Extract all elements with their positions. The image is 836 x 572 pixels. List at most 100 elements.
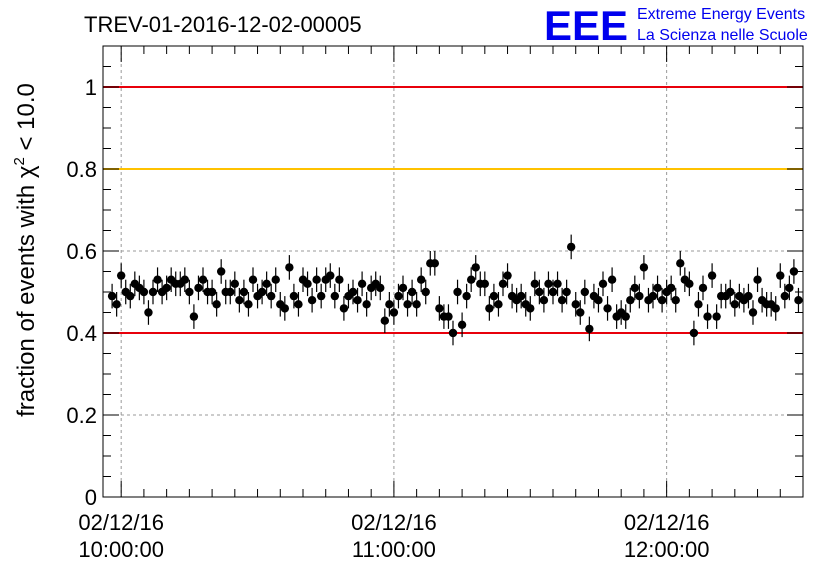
data-marker bbox=[566, 242, 576, 252]
data-marker bbox=[462, 291, 471, 301]
data-marker bbox=[180, 275, 190, 284]
data-marker bbox=[244, 300, 253, 309]
x-ticks: 02/12/1610:00:0002/12/1611:00:0002/12/16… bbox=[78, 46, 804, 562]
data-point bbox=[453, 279, 462, 305]
data-marker bbox=[785, 283, 794, 293]
data-marker bbox=[326, 271, 335, 280]
data-marker bbox=[448, 328, 458, 338]
data-point bbox=[262, 271, 271, 297]
data-marker bbox=[539, 296, 549, 305]
data-marker bbox=[594, 296, 603, 305]
data-point bbox=[753, 267, 762, 292]
data-point bbox=[353, 287, 362, 313]
data-point bbox=[694, 292, 703, 317]
data-marker bbox=[794, 296, 803, 305]
data-marker bbox=[262, 279, 271, 288]
data-marker bbox=[712, 312, 721, 321]
data-point bbox=[239, 279, 249, 305]
data-point bbox=[357, 271, 367, 297]
y-tick-label: 0.8 bbox=[66, 157, 97, 182]
data-marker bbox=[239, 287, 249, 297]
data-point bbox=[403, 292, 412, 317]
data-marker bbox=[189, 312, 199, 321]
data-point bbox=[616, 300, 626, 325]
data-point bbox=[435, 296, 444, 321]
data-point bbox=[121, 279, 130, 305]
data-marker bbox=[357, 279, 367, 288]
data-marker bbox=[580, 287, 590, 297]
data-point bbox=[698, 275, 708, 301]
data-point bbox=[653, 275, 662, 301]
data-point bbox=[780, 283, 790, 309]
logo-line1: Extreme Energy Events bbox=[637, 6, 805, 23]
data-point bbox=[489, 283, 499, 309]
data-point bbox=[503, 263, 512, 288]
y-axis-label: fraction of events with χ2 < 10.0 bbox=[11, 83, 40, 417]
data-point bbox=[316, 283, 326, 309]
data-marker bbox=[198, 275, 208, 284]
data-point bbox=[226, 279, 235, 305]
data-point bbox=[139, 279, 149, 305]
data-point bbox=[266, 283, 276, 309]
data-marker bbox=[471, 263, 480, 272]
data-marker bbox=[230, 279, 240, 288]
data-marker bbox=[748, 308, 758, 317]
data-point bbox=[116, 263, 126, 288]
data-point bbox=[294, 292, 303, 317]
data-point bbox=[657, 287, 667, 313]
data-point bbox=[312, 267, 321, 292]
data-marker bbox=[753, 275, 762, 284]
data-marker bbox=[707, 271, 717, 280]
data-marker bbox=[485, 304, 494, 313]
data-point bbox=[757, 287, 767, 313]
data-marker bbox=[280, 304, 290, 313]
data-point bbox=[362, 292, 371, 317]
data-point bbox=[539, 287, 549, 313]
data-marker bbox=[562, 287, 571, 297]
data-marker bbox=[316, 291, 326, 301]
data-point bbox=[685, 271, 694, 297]
data-point bbox=[562, 279, 571, 305]
data-point bbox=[216, 259, 226, 284]
data-marker bbox=[226, 287, 235, 297]
data-marker bbox=[676, 259, 685, 268]
data-point bbox=[680, 267, 690, 292]
data-marker bbox=[353, 296, 362, 305]
data-point bbox=[162, 275, 171, 301]
data-marker bbox=[635, 291, 644, 301]
data-point bbox=[703, 304, 712, 329]
data-point bbox=[785, 275, 794, 301]
data-point bbox=[544, 271, 553, 297]
data-point bbox=[285, 255, 294, 280]
data-point bbox=[626, 287, 635, 313]
data-marker bbox=[148, 287, 158, 297]
data-marker bbox=[666, 283, 676, 293]
data-point bbox=[394, 283, 403, 309]
data-point bbox=[244, 292, 253, 317]
data-point bbox=[248, 267, 258, 292]
data-marker bbox=[153, 275, 162, 284]
data-point bbox=[289, 283, 299, 309]
data-point bbox=[671, 287, 680, 313]
y-ticks: 0 0.2 0.4 0.6 0.8 1 bbox=[66, 45, 803, 510]
x-tick-label-time: 12:00:00 bbox=[624, 537, 710, 562]
data-marker bbox=[730, 300, 740, 309]
data-point bbox=[498, 271, 508, 297]
data-point bbox=[457, 312, 467, 338]
data-marker bbox=[489, 291, 499, 301]
data-point bbox=[207, 279, 217, 305]
data-point bbox=[748, 300, 758, 325]
data-point bbox=[430, 251, 440, 276]
data-point bbox=[530, 271, 540, 297]
data-marker bbox=[689, 328, 699, 338]
data-point bbox=[594, 287, 603, 313]
data-marker bbox=[339, 304, 349, 313]
data-point bbox=[407, 279, 417, 305]
data-point bbox=[630, 275, 640, 301]
data-marker bbox=[421, 287, 430, 297]
data-marker bbox=[530, 279, 540, 288]
data-point bbox=[776, 263, 785, 288]
data-marker bbox=[257, 287, 267, 297]
data-points bbox=[107, 234, 803, 346]
data-marker bbox=[107, 291, 117, 301]
